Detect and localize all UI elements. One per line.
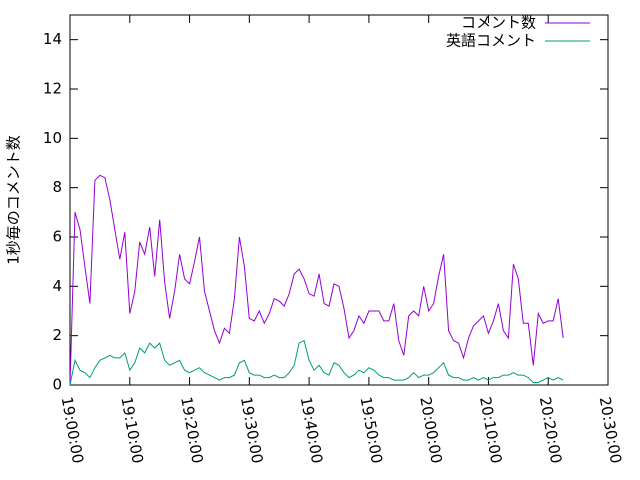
series-line — [69, 174, 564, 386]
y-tick-label: 14 — [43, 30, 62, 48]
x-tick-label: 19:10:00 — [117, 395, 146, 464]
legend-label: コメント数 — [461, 14, 536, 32]
y-tick-label: 2 — [52, 326, 62, 344]
series-line — [69, 339, 564, 386]
x-tick-label: 19:40:00 — [297, 395, 326, 464]
y-tick-label: 8 — [52, 178, 62, 196]
x-tick-label: 19:50:00 — [357, 395, 386, 464]
x-tick-label: 20:10:00 — [476, 395, 505, 464]
y-tick-label: 12 — [43, 80, 62, 98]
y-tick-label: 4 — [52, 277, 62, 295]
y-tick-label: 0 — [52, 376, 62, 394]
x-tick-label: 20:00:00 — [416, 395, 445, 464]
x-tick-label: 20:20:00 — [536, 395, 565, 464]
x-tick-label: 19:00:00 — [58, 395, 87, 464]
x-tick-label: 19:20:00 — [177, 395, 206, 464]
x-tick-label: 19:30:00 — [237, 395, 266, 464]
y-tick-label: 6 — [52, 228, 62, 246]
y-tick-label: 10 — [43, 129, 62, 147]
legend-label: 英語コメント — [446, 32, 536, 50]
x-tick-label: 20:30:00 — [596, 395, 625, 464]
y-axis-label: 1秒毎のコメント数 — [5, 135, 23, 265]
plot-border — [69, 14, 609, 386]
